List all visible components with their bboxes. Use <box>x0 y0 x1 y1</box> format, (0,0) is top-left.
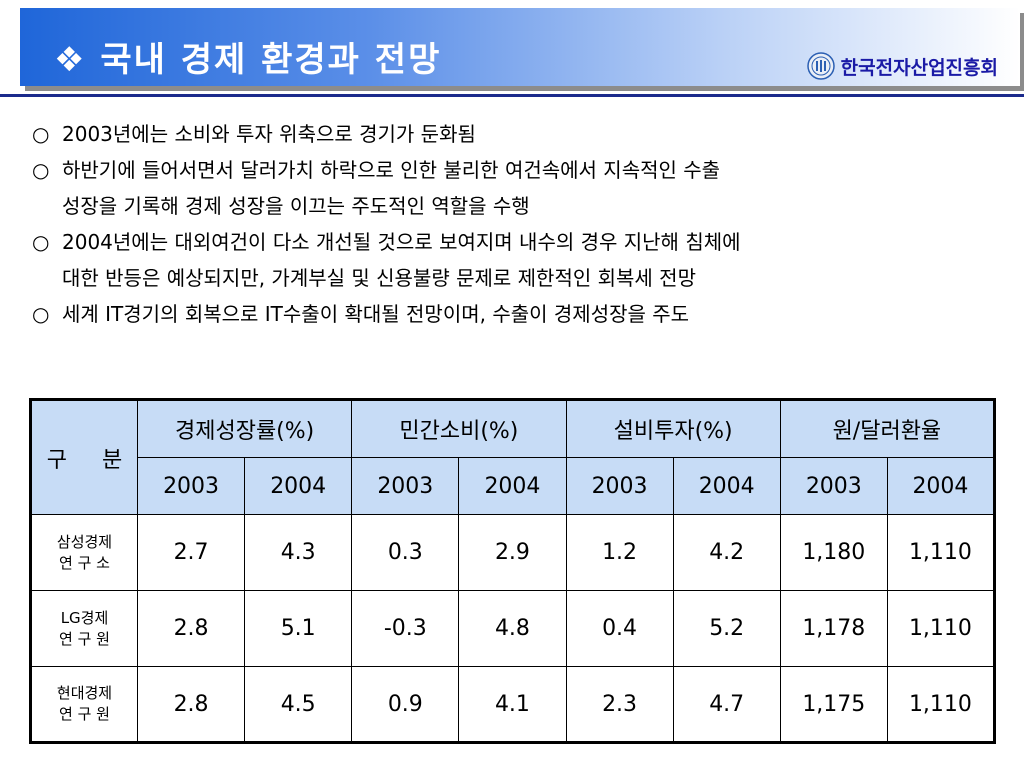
bullet-continuation: 성장을 기록해 경제 성장을 이끄는 주도적인 역할을 수행 <box>62 194 530 218</box>
economic-forecast-table: 구 분 경제성장률(%) 민간소비(%) 설비투자(%) 원/달러환율 2003… <box>29 398 996 744</box>
diamond-cluster-icon: ❖ <box>54 40 87 80</box>
table-row: 현대경제 연 구 원 2.8 4.5 0.9 4.1 2.3 4.7 1,175 … <box>30 666 996 743</box>
bullet-item: ○ 세계 IT경기의 회복으로 IT수출이 확대될 전망이며, 수출이 경제성장을… <box>32 296 1012 332</box>
table-cell: -0.3 <box>351 590 460 667</box>
table-row: 삼성경제 연 구 소 2.7 4.3 0.3 2.9 1.2 4.2 1,180 … <box>30 514 996 591</box>
institution-name-line: 연 구 소 <box>59 553 110 572</box>
circle-bullet-icon: ○ <box>32 122 50 146</box>
table-cell: 4.7 <box>672 666 781 743</box>
org-name: 한국전자산업진흥회 <box>840 56 998 79</box>
circle-bullet-icon: ○ <box>32 230 50 254</box>
table-cell: 4.2 <box>672 514 781 591</box>
institution-name-line: 연 구 원 <box>59 705 110 723</box>
year-header: 2004 <box>458 457 567 515</box>
year-header: 2004 <box>886 457 996 515</box>
bullet-continuation: 대한 반등은 예상되지만, 가계부실 및 신용불량 문제로 제한적인 회복세 전… <box>62 266 696 290</box>
table-cell: 1,180 <box>779 514 888 591</box>
year-header: 2003 <box>136 457 246 515</box>
year-header: 2004 <box>244 457 353 515</box>
bullet-item: ○ 2003년에는 소비와 투자 위축으로 경기가 둔화됨 <box>32 116 1012 152</box>
table-cell: 2.9 <box>458 514 567 591</box>
table-cell: 4.1 <box>458 666 567 743</box>
table-cell: 5.1 <box>244 590 353 667</box>
bullet-item: ○ 2004년에는 대외여건이 다소 개선될 것으로 보여지며 내수의 경우 지난… <box>32 224 1012 260</box>
table-cell: 4.3 <box>244 514 353 591</box>
col-group-header: 원/달러환율 <box>779 399 996 458</box>
header-divider <box>0 94 1024 97</box>
col-group-header: 민간소비(%) <box>351 399 567 458</box>
slide-title-text: 국내 경제 환경과 전망 <box>100 40 442 80</box>
table-corner-header: 구 분 <box>30 399 138 515</box>
circle-bullet-icon: ○ <box>32 302 50 326</box>
bullet-item: ○ 하반기에 들어서면서 달러가치 하락으로 인한 불리한 여건속에서 지속적인 … <box>32 152 1012 188</box>
table-cell: 2.7 <box>136 514 246 591</box>
table-cell: 2.8 <box>136 666 246 743</box>
organization-label: 한국전자산업진흥회 <box>806 52 998 80</box>
bullet-text: 2004년에는 대외여건이 다소 개선될 것으로 보여지며 내수의 경우 지난해… <box>62 230 741 254</box>
bullet-list: ○ 2003년에는 소비와 투자 위축으로 경기가 둔화됨 ○ 하반기에 들어서면서… <box>32 116 1012 332</box>
table-cell: 4.5 <box>244 666 353 743</box>
bullet-text: 세계 IT경기의 회복으로 IT수출이 확대될 전망이며, 수출이 경제성장을 … <box>62 302 690 326</box>
institution-name-line: LG경제 <box>60 608 109 627</box>
org-emblem-icon <box>806 52 835 80</box>
table-cell: 1,110 <box>886 590 996 667</box>
circle-bullet-icon: ○ <box>32 158 50 182</box>
table-cell: 1,110 <box>886 666 996 743</box>
table-cell: 0.4 <box>565 590 674 667</box>
table-cell: 0.9 <box>351 666 460 743</box>
year-header: 2003 <box>779 457 888 515</box>
table-cell: 5.2 <box>672 590 781 667</box>
col-group-header: 설비투자(%) <box>565 399 781 458</box>
institution-name-line: 삼성경제 <box>56 532 113 551</box>
table-cell: 1.2 <box>565 514 674 591</box>
table-cell: 2.3 <box>565 666 674 743</box>
table-cell: 1,110 <box>886 514 996 591</box>
table-cell: 2.8 <box>136 590 246 667</box>
year-header: 2003 <box>565 457 674 515</box>
col-group-header: 경제성장률(%) <box>136 399 353 458</box>
year-header: 2003 <box>351 457 460 515</box>
table-cell: 1,178 <box>779 590 888 667</box>
table-cell: 4.8 <box>458 590 567 667</box>
title-bar: ❖ 국내 경제 환경과 전망 <box>20 8 1020 86</box>
slide-title: ❖ 국내 경제 환경과 전망 <box>54 32 441 81</box>
bullet-text: 2003년에는 소비와 투자 위축으로 경기가 둔화됨 <box>62 122 476 146</box>
year-header: 2004 <box>672 457 781 515</box>
bullet-text: 하반기에 들어서면서 달러가치 하락으로 인한 불리한 여건속에서 지속적인 수… <box>62 158 721 182</box>
institution-name-line: 연 구 원 <box>59 629 110 648</box>
institution-name-line: 현대경제 <box>56 684 113 702</box>
table-cell: 1,175 <box>779 666 888 743</box>
table-cell: 0.3 <box>351 514 460 591</box>
